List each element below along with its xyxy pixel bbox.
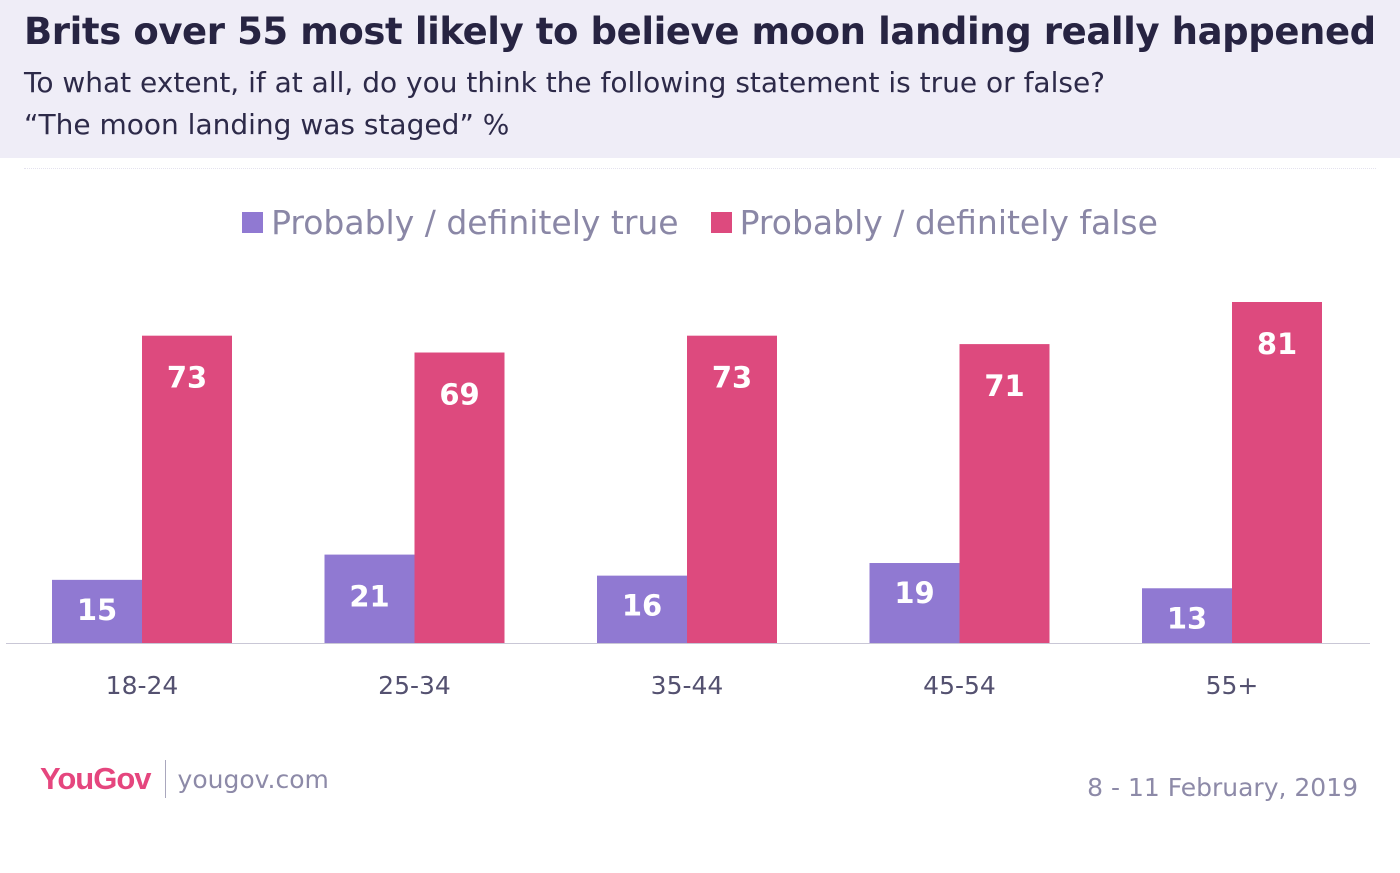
data-label-true-35-44: 16 <box>622 589 662 623</box>
bar-true-45-54 <box>869 563 960 643</box>
legend-label-true: Probably / definitely true <box>271 203 679 242</box>
chart-legend: Probably / definitely true Probably / de… <box>0 203 1400 242</box>
bar-false-35-44 <box>687 335 777 643</box>
legend-swatch-false <box>710 212 732 233</box>
website-url[interactable]: yougov.com <box>177 764 329 794</box>
x-tick-label-45-54: 45-54 <box>923 671 996 700</box>
header-band: Brits over 55 most likely to believe moo… <box>0 0 1400 158</box>
data-label-false-35-44: 73 <box>712 361 752 395</box>
yougov-logo: YouGov <box>40 761 152 796</box>
divider <box>24 168 1376 169</box>
data-label-false-45-54: 71 <box>984 369 1024 403</box>
data-label-true-55+: 13 <box>1167 601 1207 635</box>
legend-swatch-true <box>242 212 264 233</box>
bar-true-25-34 <box>324 554 415 643</box>
survey-date: 8 - 11 February, 2019 <box>1087 773 1358 802</box>
bar-true-18-24 <box>52 579 142 643</box>
bar-false-25-34 <box>414 352 505 643</box>
subtitle-statement: “The moon landing was staged” % <box>24 108 510 141</box>
x-tick-label-55+: 55+ <box>1206 671 1259 700</box>
data-label-false-18-24: 73 <box>167 361 207 395</box>
subtitle-question: To what extent, if at all, do you think … <box>24 66 1106 99</box>
bar-true-35-44 <box>597 575 687 643</box>
bar-false-45-54 <box>959 344 1050 643</box>
data-label-true-25-34: 21 <box>349 580 389 614</box>
data-label-true-18-24: 15 <box>77 593 117 627</box>
x-tick-label-18-24: 18-24 <box>106 671 179 700</box>
x-tick-label-35-44: 35-44 <box>651 671 724 700</box>
legend-item-false: Probably / definitely false <box>710 203 1158 242</box>
data-label-false-25-34: 69 <box>439 378 479 412</box>
data-label-false-55+: 81 <box>1257 327 1297 361</box>
bar-false-55+ <box>1232 302 1322 643</box>
legend-label-false: Probably / definitely false <box>739 203 1158 242</box>
legend-item-true: Probably / definitely true <box>242 203 679 242</box>
bar-true-55+ <box>1142 588 1232 643</box>
bar-false-18-24 <box>142 335 232 643</box>
x-tick-label-25-34: 25-34 <box>378 671 451 700</box>
chart-title: Brits over 55 most likely to believe moo… <box>24 10 1376 53</box>
chart-subtitle: To what extent, if at all, do you think … <box>24 62 1105 146</box>
logo-separator <box>164 760 166 798</box>
footer-brand: YouGov yougov.com <box>40 760 329 798</box>
data-label-true-45-54: 19 <box>894 576 934 610</box>
